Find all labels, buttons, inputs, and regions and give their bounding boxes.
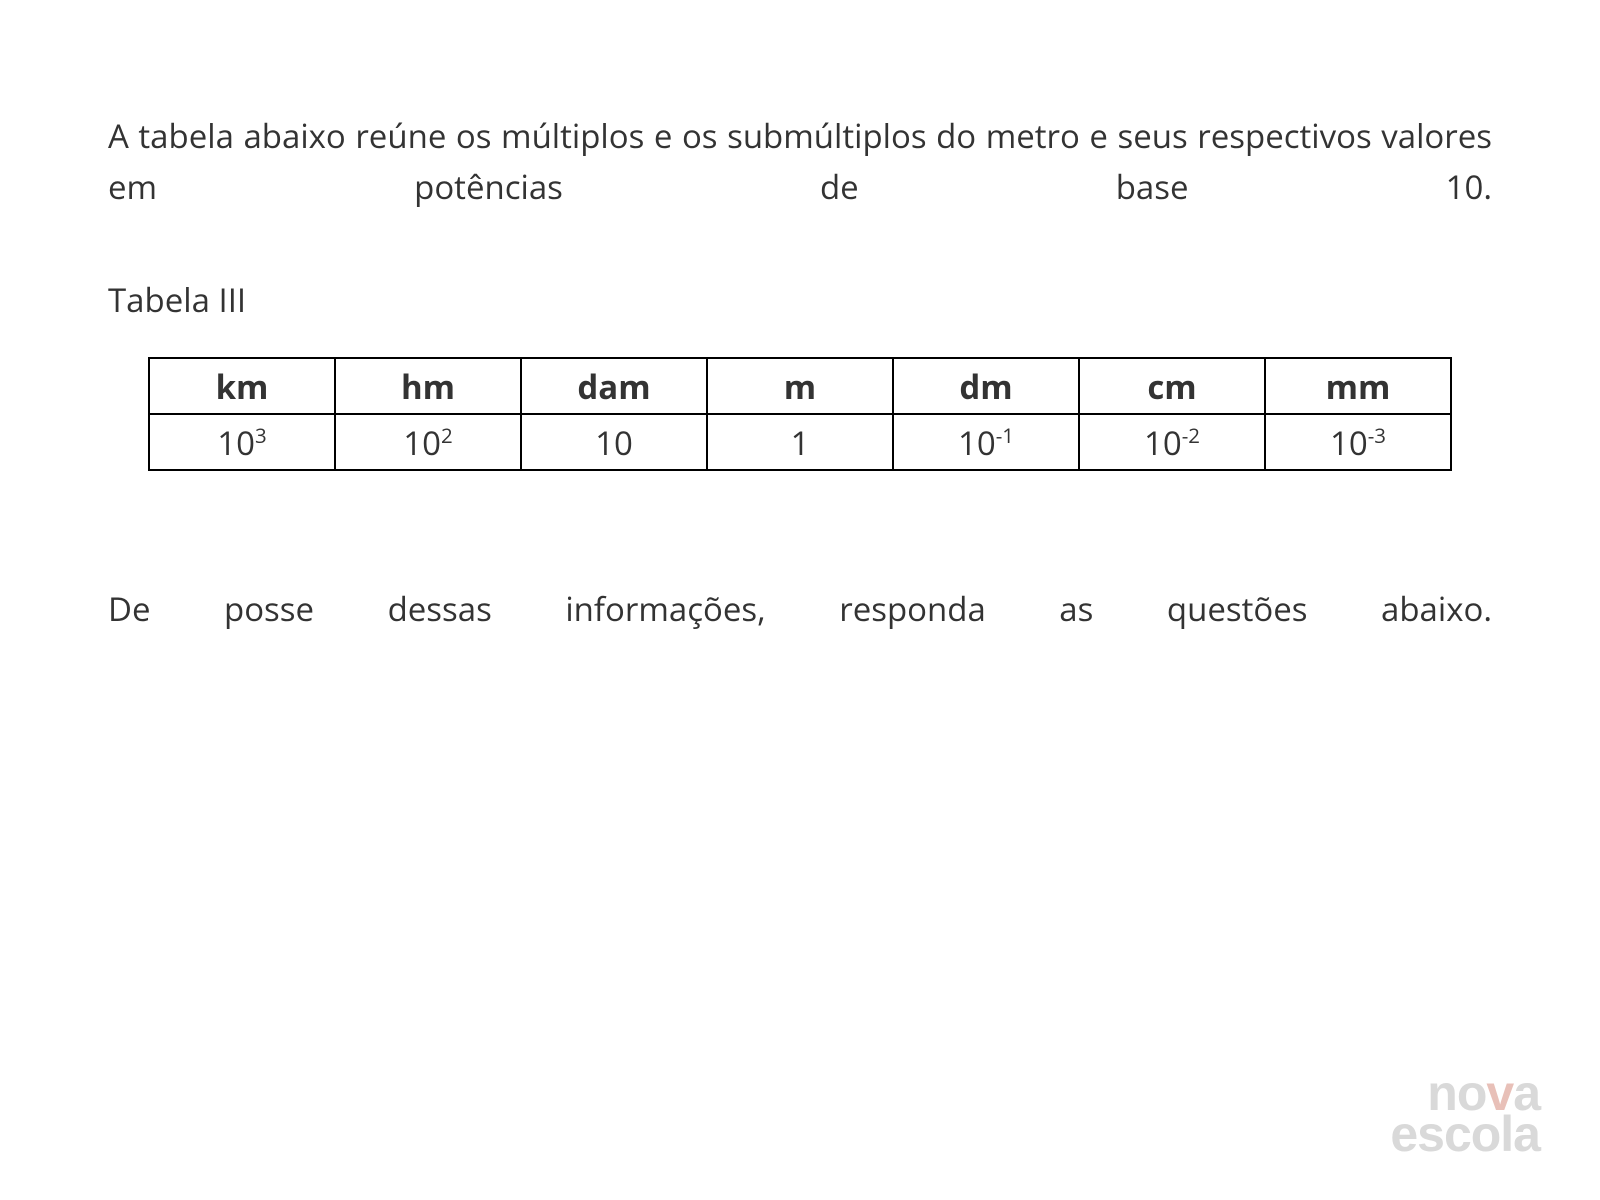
- col-header-km: km: [149, 358, 335, 414]
- cell-m: 1: [707, 414, 893, 470]
- cell-mm: 10-3: [1265, 414, 1451, 470]
- base: 10: [403, 420, 441, 465]
- base: 10: [958, 420, 996, 465]
- units-table: km hm dam m dm cm mm 103 102 10 1 10-1 1…: [148, 357, 1452, 471]
- table-row: 103 102 10 1 10-1 10-2 10-3: [149, 414, 1451, 470]
- col-header-hm: hm: [335, 358, 521, 414]
- base: 10: [1330, 420, 1368, 465]
- col-header-cm: cm: [1079, 358, 1265, 414]
- brand-logo: nova escola: [1390, 1073, 1540, 1155]
- cell-dam: 10: [521, 414, 707, 470]
- cell-km: 103: [149, 414, 335, 470]
- cell-dm: 10-1: [893, 414, 1079, 470]
- exp: -3: [1368, 421, 1386, 449]
- col-header-dam: dam: [521, 358, 707, 414]
- intro-paragraph: A tabela abaixo reúne os múltiplos e os …: [108, 110, 1492, 212]
- exp: 2: [441, 421, 453, 449]
- base: 1: [791, 420, 810, 465]
- base: 10: [595, 420, 633, 465]
- col-header-m: m: [707, 358, 893, 414]
- base: 10: [217, 420, 255, 465]
- table-header-row: km hm dam m dm cm mm: [149, 358, 1451, 414]
- col-header-dm: dm: [893, 358, 1079, 414]
- outro-paragraph: De posse dessas informações, responda as…: [108, 586, 1492, 631]
- col-header-mm: mm: [1265, 358, 1451, 414]
- logo-line2: escola: [1390, 1114, 1540, 1155]
- units-table-wrapper: km hm dam m dm cm mm 103 102 10 1 10-1 1…: [108, 357, 1492, 471]
- exp: -1: [996, 421, 1014, 449]
- table-label: Tabela III: [108, 277, 1492, 322]
- exp: -2: [1182, 421, 1200, 449]
- exp: 3: [255, 421, 267, 449]
- cell-hm: 102: [335, 414, 521, 470]
- cell-cm: 10-2: [1079, 414, 1265, 470]
- base: 10: [1144, 420, 1182, 465]
